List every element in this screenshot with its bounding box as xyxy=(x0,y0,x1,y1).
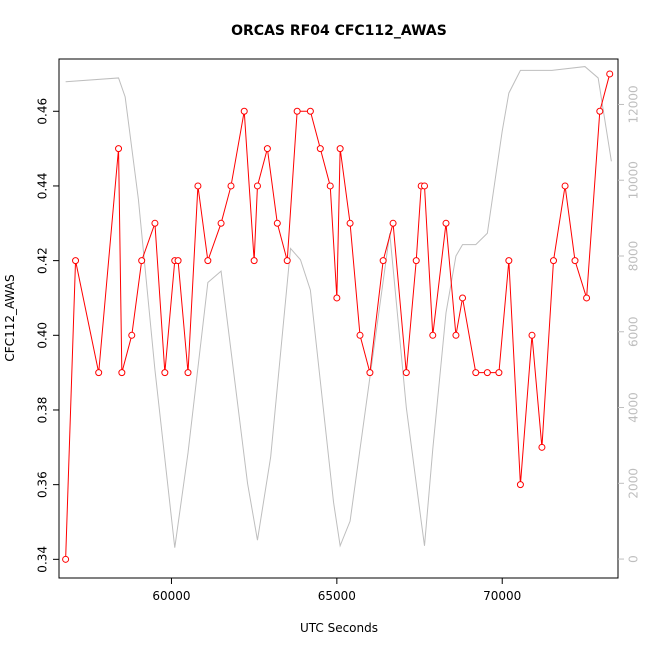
axes-layer: 60000 65000 700000.340.360.380.400.420.440… xyxy=(36,58,641,603)
y-tick-label: 0.46 xyxy=(36,98,50,125)
data-point xyxy=(204,257,212,265)
grey-series-layer xyxy=(65,66,612,548)
y2-tick-label: 0 xyxy=(627,555,641,563)
data-point xyxy=(379,257,387,265)
data-point xyxy=(326,182,334,190)
data-point xyxy=(161,369,169,377)
data-point xyxy=(429,331,437,339)
data-point xyxy=(452,331,460,339)
y2-tick-label: 8000 xyxy=(627,241,641,272)
data-point xyxy=(606,70,614,78)
data-point xyxy=(516,481,524,489)
data-point xyxy=(62,555,70,563)
x-axis-label: UTC Seconds xyxy=(300,621,378,635)
x-tick-label: 60000 xyxy=(152,589,190,603)
data-point xyxy=(561,182,569,190)
data-point xyxy=(389,219,397,227)
data-point xyxy=(412,257,420,265)
data-point xyxy=(346,219,354,227)
data-point xyxy=(283,257,291,265)
y-tick-label: 0.42 xyxy=(36,247,50,274)
data-point xyxy=(151,219,159,227)
data-point xyxy=(366,369,374,377)
data-point xyxy=(217,219,225,227)
data-point xyxy=(550,257,557,265)
x-tick-label: 65000 xyxy=(318,589,356,603)
y-tick-label: 0.40 xyxy=(36,322,50,349)
data-point xyxy=(138,257,146,265)
data-point xyxy=(336,145,344,153)
plot-frame xyxy=(58,58,619,579)
data-point xyxy=(72,257,80,265)
data-point xyxy=(596,107,604,115)
data-point xyxy=(128,331,136,339)
data-point xyxy=(495,369,503,377)
x-tick-label: 70000 xyxy=(483,589,521,603)
data-point xyxy=(528,331,536,339)
data-point xyxy=(95,369,103,377)
data-point xyxy=(472,369,480,377)
data-point xyxy=(194,182,202,190)
data-point xyxy=(421,182,428,190)
data-point xyxy=(240,107,248,115)
y2-tick-label: 2000 xyxy=(627,468,641,499)
data-point xyxy=(250,257,258,265)
data-point xyxy=(316,145,324,153)
red-series-line xyxy=(65,73,611,560)
data-point xyxy=(184,369,192,377)
y-tick-label: 0.36 xyxy=(36,471,50,498)
data-point xyxy=(483,369,491,377)
data-point xyxy=(273,219,281,227)
data-point xyxy=(459,294,467,302)
data-point xyxy=(293,107,301,115)
data-point xyxy=(333,294,341,302)
data-point xyxy=(402,369,410,377)
grey-series-line xyxy=(65,66,612,548)
y-tick-label: 0.44 xyxy=(36,173,50,200)
y-tick-label: 0.34 xyxy=(36,546,50,573)
data-point xyxy=(306,107,314,115)
y2-tick-label: 6000 xyxy=(627,316,641,347)
y-tick-label: 0.38 xyxy=(36,397,50,424)
red-series-layer xyxy=(62,70,614,563)
y2-tick-label: 4000 xyxy=(627,392,641,423)
y2-tick-label: 12000 xyxy=(627,85,641,123)
y2-tick-label: 10000 xyxy=(627,161,641,199)
data-point xyxy=(118,369,126,377)
data-point xyxy=(227,182,235,190)
data-point xyxy=(356,331,364,339)
data-point xyxy=(505,257,513,265)
data-point xyxy=(583,294,591,302)
data-point xyxy=(174,257,182,265)
data-point xyxy=(253,182,261,190)
data-point xyxy=(442,219,450,227)
data-point xyxy=(538,443,546,451)
data-point xyxy=(115,145,123,153)
data-point xyxy=(571,257,579,265)
chart-title: ORCAS RF04 CFC112_AWAS xyxy=(231,23,447,39)
data-point xyxy=(263,145,271,153)
y-axis-label: CFC112_AWAS xyxy=(3,274,17,361)
